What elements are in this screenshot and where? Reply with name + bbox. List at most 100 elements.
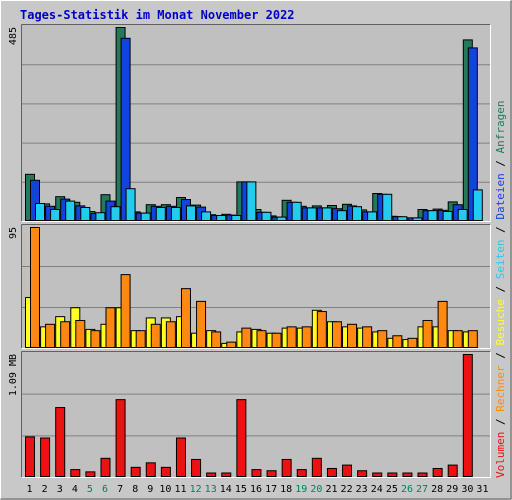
- bar-seiten-day-22: [352, 206, 363, 221]
- day-label-15: 15: [235, 484, 247, 495]
- bar-rechner-day-7: [120, 274, 131, 348]
- day-label-17: 17: [265, 484, 277, 495]
- legend-entry-seiten: Seiten: [494, 240, 507, 280]
- legend-separator: /: [494, 346, 507, 366]
- bar-volumen-day-13: [206, 472, 217, 477]
- bar-rechner-day-1: [30, 227, 40, 348]
- bar-seiten-day-8: [140, 212, 151, 222]
- day-label-24: 24: [371, 484, 383, 495]
- bar-rechner-day-8: [135, 330, 146, 349]
- bar-volumen-day-28: [432, 467, 443, 477]
- day-label-23: 23: [356, 484, 368, 495]
- bar-volumen-day-11: [175, 437, 186, 477]
- bar-seiten-day-21: [336, 210, 347, 221]
- bar-seiten-day-12: [201, 211, 212, 221]
- day-label-20: 20: [310, 484, 322, 495]
- bar-rechner-day-23: [362, 326, 373, 349]
- bar-rechner-day-4: [75, 319, 86, 348]
- day-label-27: 27: [416, 484, 428, 495]
- bar-rechner-day-5: [90, 330, 101, 349]
- panel-volume-background: [22, 352, 490, 477]
- bar-seiten-day-6: [110, 206, 121, 221]
- day-label-26: 26: [401, 484, 413, 495]
- bar-seiten-day-30: [472, 189, 483, 221]
- bar-rechner-day-19: [301, 326, 312, 349]
- day-label-1: 1: [27, 484, 33, 495]
- bar-volumen-day-24: [372, 472, 383, 477]
- bar-seiten-day-19: [306, 207, 317, 221]
- bar-rechner-day-11: [180, 288, 191, 348]
- bar-volumen-day-7: [115, 399, 126, 477]
- bar-seiten-day-15: [246, 181, 257, 221]
- bar-volumen-day-17: [266, 470, 277, 478]
- bar-volumen-day-22: [342, 464, 353, 478]
- day-label-16: 16: [250, 484, 262, 495]
- bar-volumen-day-16: [251, 469, 262, 478]
- day-label-30: 30: [461, 484, 473, 495]
- day-label-18: 18: [280, 484, 292, 495]
- bar-seiten-day-27: [427, 210, 438, 221]
- legend-entry-rechner: Rechner: [494, 365, 507, 412]
- day-label-19: 19: [295, 484, 307, 495]
- day-label-7: 7: [117, 484, 123, 495]
- bar-volumen-day-10: [160, 466, 171, 477]
- bar-rechner-day-25: [392, 335, 403, 348]
- bar-volumen-day-21: [326, 467, 337, 477]
- bar-rechner-day-3: [60, 321, 71, 348]
- day-label-5: 5: [87, 484, 93, 495]
- bar-rechner-day-26: [407, 337, 418, 348]
- legend-separator: /: [494, 412, 507, 432]
- bar-rechner-day-22: [347, 323, 358, 348]
- bar-volumen-day-5: [85, 471, 96, 477]
- bar-volumen-day-8: [130, 466, 141, 477]
- bar-rechner-day-13: [211, 331, 222, 349]
- day-label-2: 2: [42, 484, 48, 495]
- bar-rechner-day-15: [241, 327, 252, 349]
- bar-seiten-day-7: [125, 188, 136, 221]
- panel-hits-max-label: 485: [8, 27, 19, 45]
- day-label-22: 22: [341, 484, 353, 495]
- legend-separator: /: [494, 279, 507, 299]
- legend-separator: /: [494, 220, 507, 240]
- legend: Volumen / Rechner / Besuche / Seiten / D…: [494, 100, 507, 478]
- day-label-3: 3: [57, 484, 63, 495]
- legend-entry-dateien: Dateien: [494, 173, 507, 219]
- bar-volumen-day-3: [55, 407, 66, 477]
- bar-seiten-day-14: [231, 215, 242, 221]
- bar-rechner-day-27: [422, 319, 433, 348]
- bar-volumen-day-25: [387, 472, 398, 477]
- bar-seiten-day-23: [367, 211, 378, 221]
- day-label-6: 6: [102, 484, 108, 495]
- bar-volumen-day-23: [357, 470, 368, 478]
- day-label-21: 21: [325, 484, 337, 495]
- bar-volumen-day-1: [25, 436, 35, 478]
- day-label-4: 4: [72, 484, 78, 495]
- day-label-28: 28: [431, 484, 443, 495]
- day-label-31: 31: [476, 484, 488, 495]
- bar-seiten-day-29: [457, 209, 468, 221]
- day-label-25: 25: [386, 484, 398, 495]
- bar-rechner-day-17: [271, 332, 282, 348]
- day-label-14: 14: [220, 484, 232, 495]
- bar-seiten-day-25: [397, 216, 408, 221]
- bar-seiten-day-3: [65, 200, 76, 222]
- day-label-29: 29: [446, 484, 458, 495]
- bar-rechner-day-6: [105, 307, 116, 348]
- bar-rechner-day-28: [437, 300, 448, 349]
- bar-seiten-day-26: [412, 217, 423, 221]
- bar-seiten-day-24: [382, 193, 393, 222]
- bar-volumen-day-6: [100, 457, 111, 478]
- bar-seiten-day-9: [155, 207, 166, 221]
- legend-separator: /: [494, 153, 507, 173]
- bar-volumen-day-20: [311, 457, 322, 478]
- bar-rechner-day-10: [165, 321, 176, 348]
- panel-visits-max-label: 95: [8, 227, 19, 239]
- bar-seiten-day-1: [35, 203, 45, 221]
- bar-seiten-day-28: [442, 211, 453, 221]
- bar-rechner-day-29: [452, 330, 463, 349]
- bar-seiten-day-18: [291, 201, 302, 222]
- panel-visits-background: [22, 225, 490, 348]
- bar-rechner-day-9: [150, 323, 161, 348]
- bar-rechner-day-18: [286, 326, 297, 349]
